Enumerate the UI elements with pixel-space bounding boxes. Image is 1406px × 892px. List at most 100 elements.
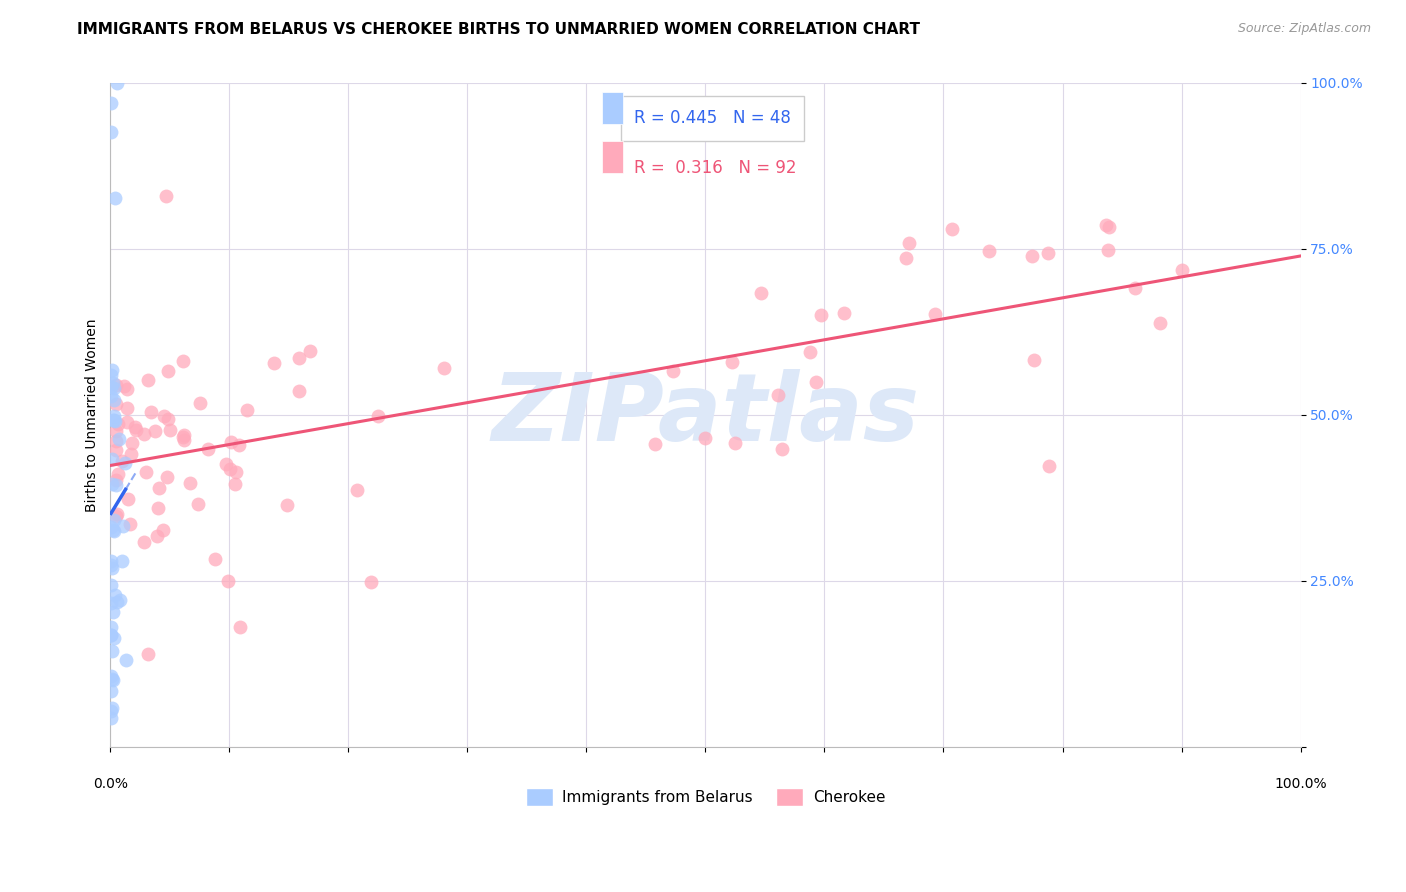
Point (100, 628, 122, 642)
Point (148, 500, 170, 515)
Point (107, 417, 129, 431)
Point (105, 424, 128, 438)
Point (104, 588, 127, 602)
Point (100, 558, 122, 572)
Point (433, 361, 456, 376)
Point (1095, 218, 1118, 232)
Point (101, 672, 124, 686)
Point (105, 396, 128, 410)
Point (100, 710, 122, 724)
Point (172, 430, 194, 444)
Point (136, 373, 159, 387)
Point (103, 524, 125, 538)
Point (228, 437, 250, 451)
Point (110, 454, 132, 468)
Point (1097, 243, 1119, 257)
Point (288, 384, 311, 398)
Legend: Immigrants from Belarus, Cherokee: Immigrants from Belarus, Cherokee (520, 782, 891, 812)
Point (1123, 281, 1146, 295)
Point (1022, 352, 1045, 367)
Point (101, 376, 124, 390)
Point (219, 462, 242, 476)
Point (124, 423, 146, 437)
Point (101, 644, 124, 658)
Point (105, 473, 128, 487)
Point (136, 647, 159, 661)
Point (104, 477, 127, 491)
Point (225, 465, 247, 479)
Point (770, 442, 793, 457)
Text: IMMIGRANTS FROM BELARUS VS CHEROKEE BIRTHS TO UNMARRIED WOMEN CORRELATION CHART: IMMIGRANTS FROM BELARUS VS CHEROKEE BIRT… (77, 22, 921, 37)
Point (360, 575, 382, 590)
Point (103, 381, 125, 395)
Point (107, 467, 129, 481)
Point (108, 432, 131, 446)
Point (101, 523, 124, 537)
Point (134, 427, 156, 442)
Point (152, 409, 174, 424)
Point (799, 344, 821, 359)
Point (217, 574, 239, 588)
Point (156, 364, 179, 378)
Point (105, 434, 128, 448)
Point (107, 507, 129, 521)
Text: 0.0%: 0.0% (93, 777, 128, 791)
Point (204, 552, 226, 566)
Text: Source: ZipAtlas.com: Source: ZipAtlas.com (1237, 22, 1371, 36)
Point (148, 481, 170, 495)
Point (299, 343, 322, 358)
Point (1149, 316, 1171, 330)
Point (367, 409, 389, 424)
Point (834, 306, 856, 320)
Point (115, 401, 138, 416)
Point (100, 560, 122, 574)
Point (288, 351, 311, 365)
Point (263, 355, 285, 369)
Point (117, 382, 139, 396)
Point (100, 684, 122, 698)
Point (187, 497, 209, 511)
Point (100, 628, 122, 642)
Point (110, 593, 132, 607)
Point (104, 191, 127, 205)
Point (105, 509, 128, 524)
Point (101, 451, 124, 466)
Point (100, 476, 122, 491)
Point (724, 435, 747, 450)
Point (103, 413, 125, 427)
Point (101, 362, 124, 376)
Point (112, 518, 135, 533)
Point (117, 415, 139, 429)
Point (804, 375, 827, 389)
Point (105, 595, 128, 609)
Point (173, 428, 195, 442)
Point (276, 498, 298, 512)
Point (172, 353, 194, 368)
Point (1097, 220, 1119, 235)
FancyBboxPatch shape (602, 141, 623, 172)
Point (720, 355, 742, 369)
Point (103, 393, 125, 408)
Point (100, 668, 122, 682)
Point (197, 442, 219, 457)
Text: R =  0.316   N = 92: R = 0.316 N = 92 (634, 160, 797, 178)
Point (101, 673, 124, 687)
Point (100, 620, 122, 634)
Point (235, 402, 257, 417)
Point (152, 523, 174, 537)
Point (105, 76, 128, 90)
Point (179, 475, 201, 490)
Point (644, 437, 666, 451)
Point (924, 307, 946, 321)
Point (979, 244, 1001, 258)
Point (101, 606, 124, 620)
Text: R = 0.445   N = 48: R = 0.445 N = 48 (634, 110, 792, 128)
Point (155, 188, 177, 202)
Point (100, 520, 122, 534)
Point (173, 433, 195, 447)
Point (114, 653, 136, 667)
Point (1036, 246, 1059, 260)
Point (143, 424, 166, 438)
Point (121, 436, 143, 450)
Point (124, 420, 146, 434)
